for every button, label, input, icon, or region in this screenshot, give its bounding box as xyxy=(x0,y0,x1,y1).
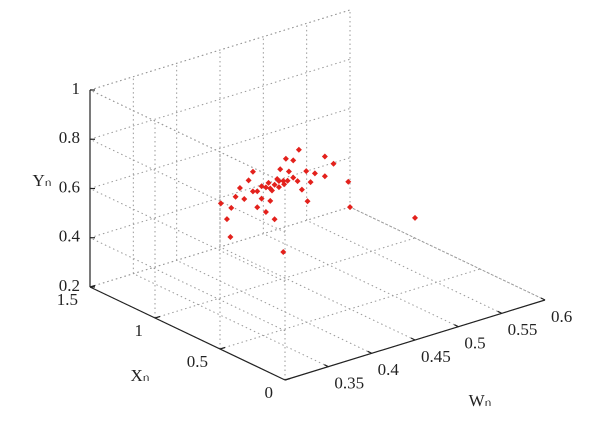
w-tick-label: 0.6 xyxy=(551,307,572,326)
point xyxy=(321,153,328,160)
x-tick xyxy=(284,377,291,381)
grid-line xyxy=(89,138,286,233)
w-tick xyxy=(454,324,459,328)
y-tick-label: 0.2 xyxy=(59,276,80,295)
point xyxy=(262,184,269,191)
point xyxy=(275,184,282,191)
y-tick-label: 1 xyxy=(72,79,81,98)
w-tick-label: 0.4 xyxy=(378,360,400,379)
point xyxy=(330,160,337,167)
grid-line xyxy=(89,108,351,189)
point xyxy=(236,185,243,192)
point xyxy=(284,177,291,184)
point xyxy=(245,177,252,184)
grid-line xyxy=(219,246,416,341)
point xyxy=(280,249,287,256)
point xyxy=(232,193,239,200)
w-tick xyxy=(497,310,502,314)
w-tick-label: 0.5 xyxy=(464,334,485,353)
grid-line xyxy=(89,188,286,282)
point xyxy=(241,195,248,202)
x-axis xyxy=(89,286,286,381)
w-tick-label: 0.35 xyxy=(334,374,364,393)
y-axis-label: Yₙ xyxy=(32,171,51,190)
y-tick-label: 0.4 xyxy=(59,227,81,246)
point xyxy=(307,179,314,186)
x-axis-label: Xₙ xyxy=(130,366,149,385)
point xyxy=(311,170,318,177)
point xyxy=(282,155,289,162)
point xyxy=(285,168,292,175)
point xyxy=(269,187,275,194)
point xyxy=(274,176,281,183)
point xyxy=(258,183,265,190)
point xyxy=(295,146,302,153)
grid-line xyxy=(89,237,286,332)
point xyxy=(298,186,305,193)
grid-line xyxy=(349,206,546,301)
point xyxy=(345,178,352,185)
point xyxy=(321,173,328,180)
y-tick-label: 0.8 xyxy=(59,128,80,147)
grid-line xyxy=(89,89,286,184)
point xyxy=(290,157,297,164)
x-tick xyxy=(219,346,226,350)
point xyxy=(223,216,230,223)
x-tick-label: 1.5 xyxy=(57,290,78,309)
point xyxy=(290,174,297,181)
x-tick-label: 1 xyxy=(135,321,144,340)
point xyxy=(294,178,301,185)
point xyxy=(249,168,256,175)
w-tick xyxy=(410,337,416,341)
w-tick-label: 0.55 xyxy=(508,320,538,339)
point xyxy=(228,204,235,211)
x-tick xyxy=(154,315,161,319)
point xyxy=(254,188,261,195)
x-tick xyxy=(89,284,96,288)
point xyxy=(271,216,278,223)
x-tick-label: 0.5 xyxy=(187,352,208,371)
point xyxy=(262,209,269,216)
grid-line xyxy=(263,233,459,328)
point xyxy=(347,204,353,211)
w-axis-label: Wₙ xyxy=(469,391,492,410)
point xyxy=(227,234,234,241)
grid-line xyxy=(89,58,351,140)
point xyxy=(303,168,310,175)
grid-line xyxy=(89,9,351,91)
grid-line xyxy=(89,157,351,239)
grid-line xyxy=(176,259,372,354)
w-tick-label: 0.45 xyxy=(421,347,451,366)
w-tick xyxy=(324,364,329,368)
point xyxy=(254,204,261,211)
point xyxy=(217,200,224,207)
grid-line xyxy=(133,273,329,368)
y-tick-label: 0.6 xyxy=(59,177,80,196)
point xyxy=(267,197,274,204)
grid-line xyxy=(306,219,502,314)
point xyxy=(277,166,284,173)
x-tick-label: 0 xyxy=(265,383,274,402)
point xyxy=(249,188,256,195)
point xyxy=(412,214,418,221)
point xyxy=(304,198,311,205)
point xyxy=(271,181,278,188)
point xyxy=(265,179,272,186)
w-tick xyxy=(367,350,372,354)
w-tick xyxy=(540,297,546,301)
point xyxy=(258,195,265,202)
point xyxy=(281,181,288,188)
